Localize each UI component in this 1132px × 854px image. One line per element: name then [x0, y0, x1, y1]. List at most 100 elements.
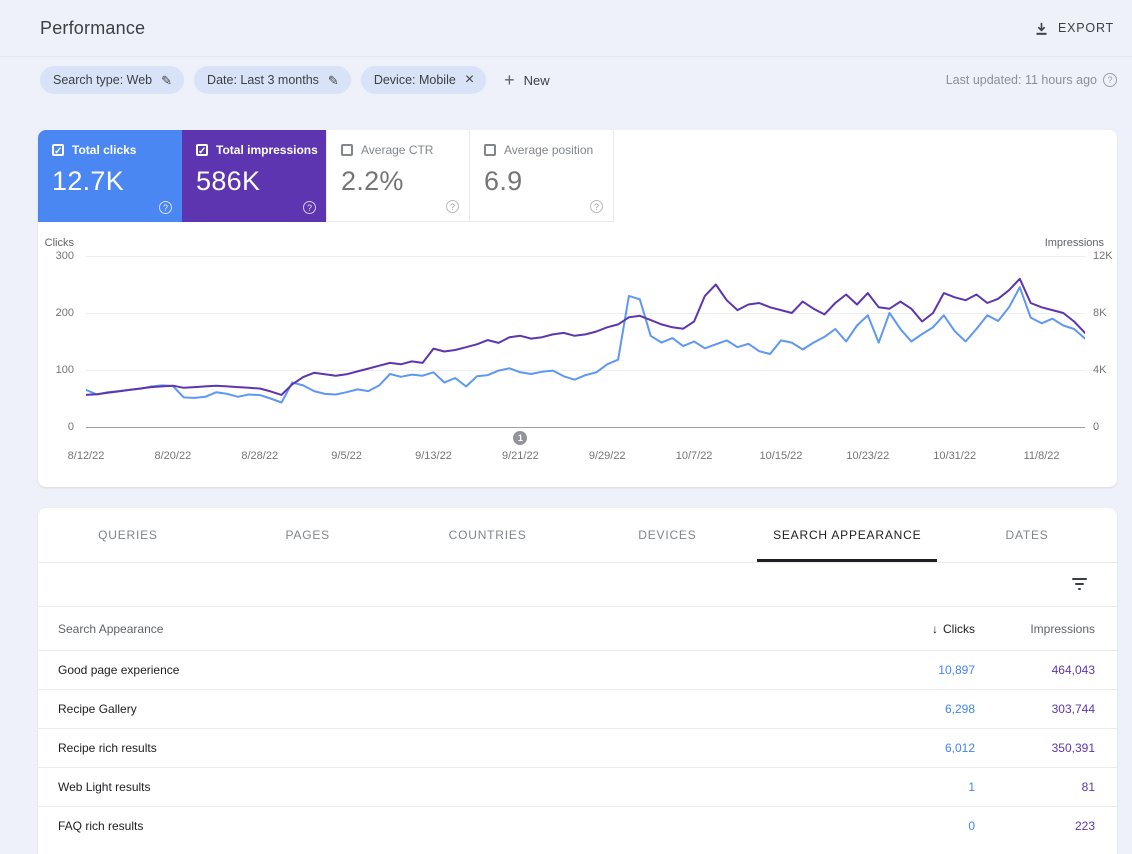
tab-queries[interactable]: QUERIES [98, 528, 158, 542]
chip-label: Date: Last 3 months [207, 73, 319, 87]
metric-cards: ✓ Total clicks 12.7K? ✓ Total impressions 586… [38, 130, 614, 222]
left-axis-tick: 0 [67, 421, 74, 433]
table-row-faq-rich-results[interactable]: FAQ rich results 0 223 [38, 806, 1117, 845]
metric-label: Average CTR [361, 143, 434, 157]
table-row-good-page-experience[interactable]: Good page experience 10,897 464,043 [38, 650, 1117, 689]
metric-value: 586K [196, 166, 261, 196]
impressions-line [86, 277, 1085, 396]
new-filter-button[interactable]: + New [504, 71, 550, 89]
x-axis-label: 10/23/22 [846, 450, 890, 462]
table-filter-bar [38, 563, 1117, 607]
average-ctr-checkbox[interactable] [341, 144, 353, 156]
left-axis-tick: 300 [55, 250, 74, 262]
chip-label: Device: Mobile [373, 73, 456, 87]
tab-devices[interactable]: DEVICES [638, 528, 697, 542]
tab-dates[interactable]: DATES [1005, 528, 1049, 542]
filter-icon[interactable] [1072, 578, 1087, 590]
export-button[interactable]: EXPORT [1024, 13, 1124, 44]
tab-search-appearance[interactable]: SEARCH APPEARANCE [757, 508, 938, 562]
metric-value: 2.2% [341, 166, 404, 196]
plus-icon: + [504, 70, 515, 90]
row-impressions-value: 81 [1081, 780, 1095, 794]
filter-chip-device-mobile[interactable]: Device: Mobile × [360, 66, 487, 94]
metric-label: Average position [504, 143, 594, 157]
row-clicks-value: 6,012 [944, 741, 975, 755]
right-axis-tick: 0 [1093, 421, 1100, 433]
new-filter-label: New [523, 72, 550, 88]
chip-label: Search type: Web [53, 73, 153, 87]
help-icon[interactable]: ? [159, 201, 172, 214]
x-axis-label: 9/13/22 [415, 450, 452, 462]
close-icon[interactable]: × [464, 71, 475, 88]
top-bar: Performance EXPORT [0, 0, 1132, 57]
metric-card-top: Average CTR [341, 143, 455, 157]
annotation-marker[interactable]: 1 [513, 431, 528, 445]
metric-card-total-clicks[interactable]: ✓ Total clicks 12.7K? [38, 130, 182, 222]
table-row-recipe-gallery[interactable]: Recipe Gallery 6,298 303,744 [38, 689, 1117, 728]
download-icon [1036, 22, 1047, 35]
gridline [86, 313, 1085, 314]
help-icon[interactable]: ? [1103, 73, 1117, 87]
x-axis-label: 9/29/22 [588, 450, 626, 462]
column-header-clicks[interactable]: ↓ Clicks [932, 621, 975, 636]
x-axis-label: 8/20/22 [154, 450, 192, 462]
filter-chip-search-type-web[interactable]: Search type: Web ✎ [40, 66, 185, 94]
metric-value: 6.9 [484, 166, 523, 196]
x-axis-label: 9/21/22 [501, 450, 539, 462]
row-dimension: Web Light results [58, 780, 151, 794]
performance-chart-card: ✓ Total clicks 12.7K? ✓ Total impressions 586… [38, 130, 1117, 487]
filter-chip-date-last-3-months[interactable]: Date: Last 3 months ✎ [194, 66, 351, 94]
time-series-chart: Clicks Impressions 300 200 100 0 12K 8K 4K 0 8… [38, 130, 1117, 487]
row-impressions-value: 303,744 [1051, 702, 1095, 716]
left-axis-title: Clicks [44, 237, 74, 249]
row-clicks-value: 10,897 [938, 663, 975, 677]
row-dimension: FAQ rich results [58, 819, 144, 833]
row-dimension: Recipe Gallery [58, 702, 137, 716]
table-row-web-light-results[interactable]: Web Light results 1 81 [38, 767, 1117, 806]
table-body: Good page experience 10,897 464,043 Recipe … [38, 650, 1117, 845]
edit-icon[interactable]: ✎ [161, 72, 173, 88]
metric-label: Total clicks [72, 143, 137, 157]
tab-countries[interactable]: COUNTRIES [448, 528, 527, 542]
total-clicks-checkbox[interactable]: ✓ [52, 144, 64, 157]
right-axis-tick: 4K [1093, 364, 1107, 376]
left-axis-tick: 200 [55, 307, 74, 319]
filter-chips: Search type: Web ✎ Date: Last 3 months ✎ Dev… [40, 66, 487, 94]
row-impressions-value: 350,391 [1051, 741, 1095, 755]
help-icon[interactable]: ? [590, 200, 603, 213]
edit-icon[interactable]: ✎ [327, 72, 339, 88]
dimension-tabs: QUERIES PAGES COUNTRIES DEVICES SEARCH APPEA… [38, 508, 1117, 563]
x-axis-label: 10/7/22 [675, 450, 713, 462]
sort-desc-icon: ↓ [932, 621, 938, 636]
dimensions-table-card: QUERIES PAGES COUNTRIES DEVICES SEARCH APPEA… [38, 508, 1117, 854]
right-axis-title: Impressions [1044, 237, 1104, 249]
right-axis-tick: 12K [1093, 250, 1113, 262]
table-header-row: Search Appearance ↓ Clicks Impressions [38, 607, 1117, 650]
metric-card-top: Average position [484, 143, 599, 157]
x-axis-label: 9/5/22 [331, 450, 362, 462]
column-header-search-appearance[interactable]: Search Appearance [58, 621, 164, 636]
row-clicks-value: 0 [968, 819, 975, 833]
chart-plot-area[interactable] [86, 256, 1085, 427]
help-icon[interactable]: ? [446, 200, 459, 213]
tab-pages[interactable]: PAGES [285, 528, 330, 542]
average-position-checkbox[interactable] [484, 144, 496, 156]
total-impressions-checkbox[interactable]: ✓ [196, 144, 208, 157]
page-title: Performance [40, 17, 146, 38]
gridline [86, 256, 1085, 257]
metric-card-average-position[interactable]: Average position 6.9? [470, 130, 614, 222]
x-axis-label: 8/28/22 [241, 450, 279, 462]
metric-card-top: ✓ Total impressions [196, 143, 318, 157]
row-dimension: Good page experience [58, 663, 180, 677]
column-header-impressions[interactable]: Impressions [1030, 621, 1095, 636]
left-axis-tick: 100 [55, 364, 74, 376]
metric-card-total-impressions[interactable]: ✓ Total impressions 586K? [182, 130, 326, 222]
table-row-recipe-rich-results[interactable]: Recipe rich results 6,012 350,391 [38, 728, 1117, 767]
row-clicks-value: 1 [968, 780, 975, 794]
last-updated-text: Last updated: 11 hours ago [945, 73, 1097, 87]
help-icon[interactable]: ? [303, 201, 316, 214]
gridline [86, 427, 1085, 428]
metric-card-average-ctr[interactable]: Average CTR 2.2%? [326, 130, 470, 222]
row-dimension: Recipe rich results [58, 741, 157, 755]
export-label: EXPORT [1058, 21, 1114, 35]
